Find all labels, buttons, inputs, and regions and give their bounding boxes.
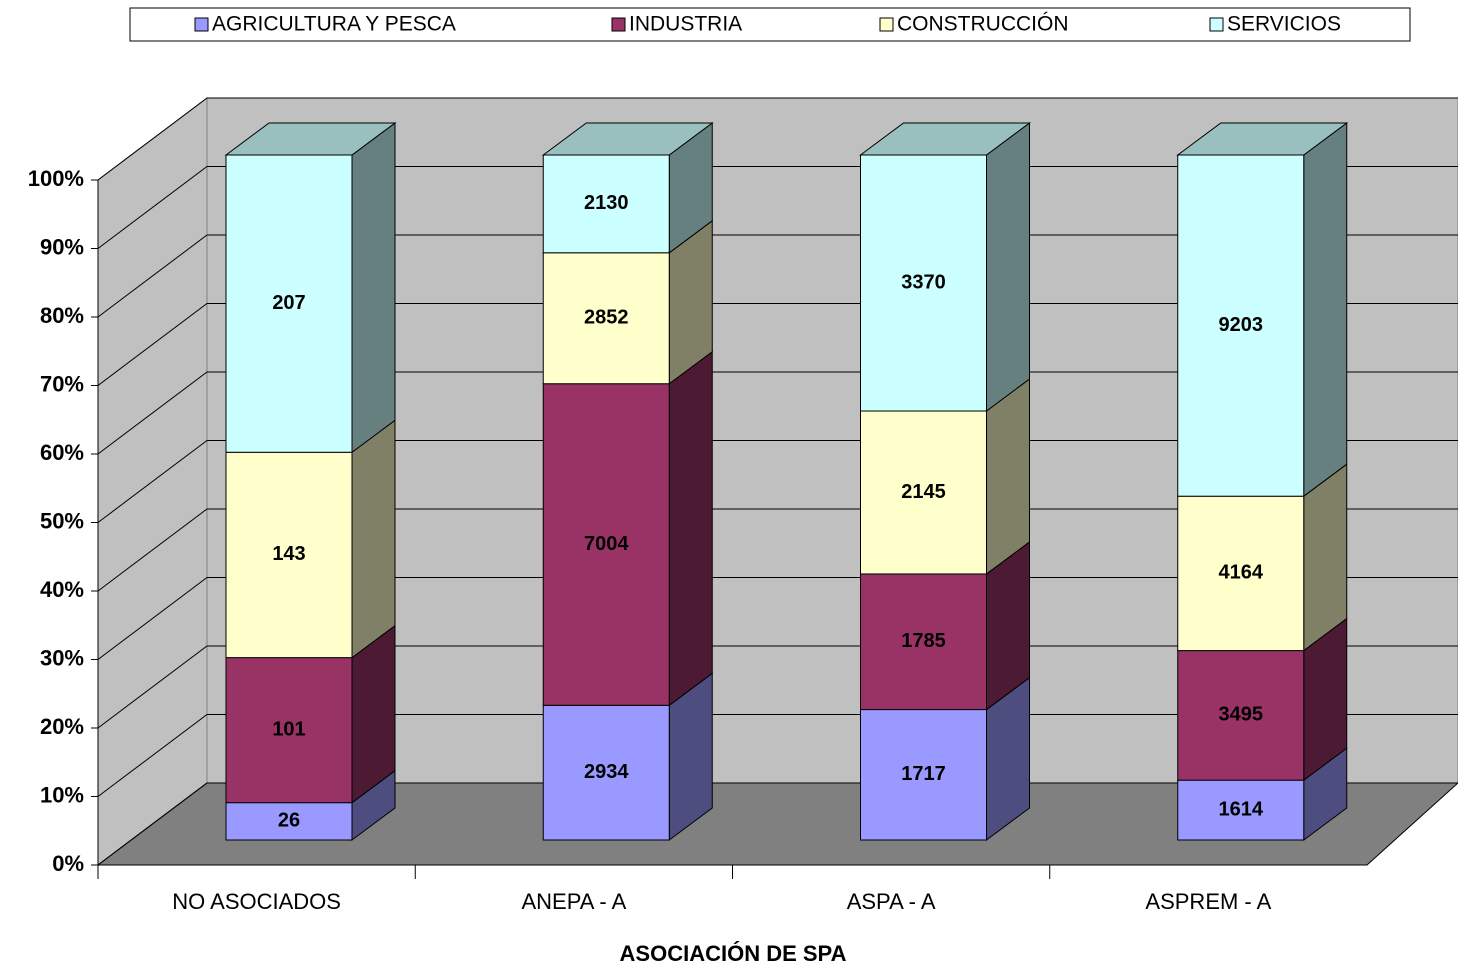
x-tick-label: ASPREM - A: [1145, 889, 1271, 914]
x-tick-label: NO ASOCIADOS: [172, 889, 341, 914]
bar-side: [351, 419, 396, 659]
legend-swatch: [879, 17, 894, 32]
data-label: 9203: [1219, 314, 1264, 336]
bar: [542, 704, 670, 841]
bar-top: [1176, 122, 1349, 156]
data-label: 207: [272, 292, 305, 314]
legend-label: INDUSTRIA: [629, 13, 742, 36]
grid-line: [97, 508, 1458, 592]
data-label: 143: [272, 543, 305, 565]
grid-line: [97, 577, 1458, 660]
data-label: 2130: [584, 192, 629, 214]
bar: [860, 709, 987, 841]
bar-side: [668, 350, 713, 707]
bar: [225, 451, 353, 659]
legend-label: AGRICULTURA Y PESCA: [212, 13, 456, 36]
y-tick-label: 10%: [40, 782, 84, 807]
grid-line: [97, 234, 1458, 318]
y-tick-label: 0%: [52, 851, 84, 876]
bar: [225, 802, 353, 841]
data-label: 101: [272, 718, 305, 740]
data-label: 1614: [1219, 798, 1264, 820]
y-tick-label: 30%: [40, 645, 84, 670]
data-label: 3495: [1219, 704, 1264, 726]
data-label: 2852: [584, 307, 629, 329]
bar-side: [351, 122, 396, 454]
y-tick-label: 20%: [40, 714, 84, 739]
data-label: 4164: [1219, 562, 1264, 584]
bar: [542, 252, 670, 385]
x-tick-label: ASPA - A: [847, 889, 936, 914]
legend-box: [129, 7, 1411, 42]
legend-swatch: [1209, 17, 1224, 32]
bar-side: [1303, 122, 1348, 498]
data-label: 26: [278, 810, 300, 832]
y-tick-label: 100%: [28, 166, 84, 191]
bar: [1177, 650, 1305, 781]
bar-top: [541, 122, 714, 156]
bar-side: [986, 122, 1030, 413]
x-axis-title: ASOCIACIÓN DE SPA: [620, 941, 847, 966]
data-label: 1785: [901, 630, 946, 652]
data-label: 1717: [901, 763, 946, 785]
y-tick-label: 80%: [40, 303, 84, 328]
y-tick-label: 50%: [40, 508, 84, 533]
grid-line: [97, 714, 1458, 797]
y-tick-label: 90%: [40, 234, 84, 259]
data-label: 3370: [901, 271, 946, 293]
y-tick-label: 60%: [40, 440, 84, 465]
bar: [860, 154, 987, 412]
bar: [860, 573, 987, 711]
bar: [225, 657, 353, 804]
data-label: 2145: [901, 481, 946, 503]
legend-swatch: [611, 17, 626, 32]
bar: [542, 383, 670, 706]
grid-line: [97, 303, 1458, 386]
data-label: 2934: [584, 761, 629, 783]
grid-line: [97, 97, 1458, 181]
data-label: 7004: [584, 533, 629, 555]
bar-side: [1303, 463, 1348, 652]
bar: [542, 154, 670, 254]
grid-line: [97, 371, 1458, 455]
grid-line: [97, 645, 1458, 729]
legend-swatch: [194, 17, 209, 32]
bar: [1177, 495, 1305, 652]
bar: [225, 154, 353, 453]
bar-side: [986, 378, 1030, 575]
bar: [860, 410, 987, 575]
y-tick-label: 70%: [40, 371, 84, 396]
bar-top: [224, 122, 397, 156]
bar: [1177, 154, 1305, 497]
x-tick-label: ANEPA - A: [522, 889, 627, 914]
grid-line: [97, 440, 1458, 523]
grid-line: [97, 166, 1458, 249]
y-tick-label: 40%: [40, 577, 84, 602]
bar-top: [858, 122, 1032, 156]
legend-label: CONSTRUCCIÓN: [897, 13, 1069, 36]
grid-line: [97, 782, 1458, 866]
legend-label: SERVICIOS: [1227, 13, 1341, 36]
